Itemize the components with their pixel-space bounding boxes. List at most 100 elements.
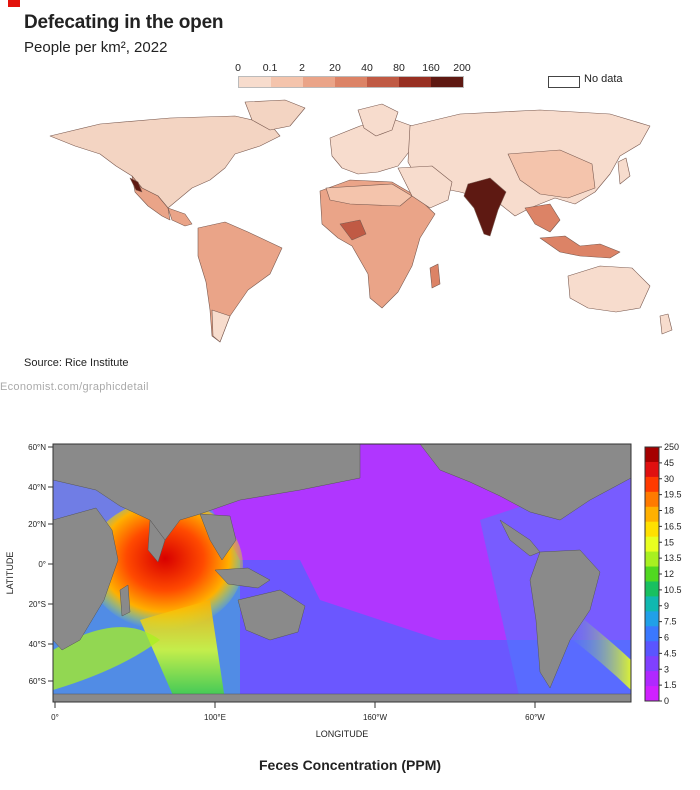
colorbar-label: 7.5 — [664, 617, 677, 627]
economist-red-tab — [8, 0, 20, 7]
agulhas-plume — [53, 627, 160, 690]
colorbar-label: 12 — [664, 569, 674, 579]
colorbar-segment — [645, 596, 659, 612]
legend-label: 40 — [361, 62, 373, 74]
south-america-shape — [197, 221, 283, 343]
colorbar-label: 250 — [664, 442, 679, 452]
colorbar-segment — [645, 611, 659, 627]
colorbar-label: 0 — [664, 696, 669, 706]
y-tick-label: 20°S — [29, 600, 46, 609]
colorbar-label: 6 — [664, 633, 669, 643]
indian-peninsula-land — [147, 519, 166, 563]
colorbar-segment — [645, 491, 659, 508]
colorbar-segment — [645, 447, 659, 463]
colorbar: 250 45 30 19.5 18 16.5 15 13.5 12 10.5 9 7.5 6 4.5 3 1.… — [644, 442, 682, 706]
indonesia-shape — [539, 235, 621, 259]
y-tick-label: 0° — [38, 560, 46, 569]
publisher-url: Economist.com/graphicdetail — [0, 381, 149, 393]
x-ticks: 0° 100°E 160°W 60°W — [51, 702, 545, 722]
scandinavia-shape — [357, 103, 399, 137]
colorbar-label: 15 — [664, 537, 674, 547]
nigeria-hotspot — [339, 219, 367, 241]
colorbar-segment — [645, 461, 659, 478]
antarctica-land — [52, 693, 632, 703]
new-zealand-shape — [659, 313, 673, 335]
colorbar-label: 16.5 — [664, 521, 682, 531]
colorbar-label: 9 — [664, 601, 669, 611]
colorbar-label: 13.5 — [664, 553, 682, 563]
madagascar-shape — [429, 263, 441, 289]
india-hotspot — [463, 177, 507, 237]
legend-swatch — [271, 77, 303, 87]
legend-label: 200 — [453, 62, 471, 74]
greenland-shape — [244, 99, 306, 131]
southward-plume — [140, 600, 225, 700]
southeast-asia-shape — [524, 203, 561, 233]
y-tick-label: 20°N — [28, 520, 46, 529]
colorbar-label: 18 — [664, 506, 674, 516]
australia-land — [237, 589, 306, 641]
x-tick-label: 60°W — [525, 713, 545, 722]
south-america-south — [211, 309, 231, 343]
y-axis-label: LATITUDE — [5, 552, 15, 595]
plot-frame — [52, 443, 632, 703]
y-tick-label: 40°N — [28, 483, 46, 492]
southeast-asia-land — [199, 513, 237, 561]
colorbar-segment — [645, 476, 659, 493]
indonesia-land — [214, 567, 271, 589]
legend-label: 80 — [393, 62, 405, 74]
no-data-label: No data — [584, 73, 623, 85]
colorbar-segment — [645, 536, 659, 553]
colorbar-label: 19.5 — [664, 490, 682, 500]
legend-label: 160 — [422, 62, 440, 74]
legend-swatch — [303, 77, 335, 87]
mexico-shape — [131, 175, 171, 221]
feces-concentration-map: 60°N 40°N 20°N 0° 20°S 40°S 60°S LATITUD… — [5, 442, 682, 739]
landmasses — [52, 443, 632, 703]
central-america-shape — [167, 207, 193, 227]
y-ticks: 60°N 40°N 20°N 0° 20°S 40°S 60°S — [28, 443, 53, 686]
colorbar-segment — [645, 641, 659, 657]
north-america-shape — [49, 115, 281, 209]
mexico-north-hotspot — [129, 177, 143, 193]
chart-title: Defecating in the open — [24, 12, 224, 33]
colorbar-segment — [645, 581, 659, 597]
legend-swatch — [431, 77, 463, 87]
south-america-land — [529, 549, 601, 689]
africa-shape — [319, 179, 436, 309]
x-tick-label: 0° — [51, 713, 59, 722]
x-axis-label: LONGITUDE — [316, 729, 369, 739]
legend-label: 20 — [329, 62, 341, 74]
legend-swatch — [239, 77, 271, 87]
eurasia-land — [52, 443, 361, 541]
colorbar-segment — [645, 686, 659, 702]
colorbar-segment — [645, 671, 659, 687]
china-shape — [507, 149, 596, 199]
colorbar-segment — [645, 656, 659, 672]
colorbar-segment — [645, 506, 659, 523]
madagascar-land — [119, 584, 131, 617]
legend-swatch — [399, 77, 431, 87]
legend-swatch — [335, 77, 367, 87]
no-data-swatch — [548, 76, 580, 88]
africa-land — [52, 507, 119, 651]
legend-color-scale — [238, 76, 464, 88]
world-density-map — [49, 99, 673, 343]
central-america-land — [499, 519, 541, 557]
sahara-region — [325, 183, 413, 207]
colorbar-label: 10.5 — [664, 585, 682, 595]
density-legend: 0 0.1 2 20 40 80 160 200 — [235, 62, 471, 92]
middle-east-shape — [397, 165, 453, 209]
colorbar-segment — [645, 566, 659, 582]
legend-swatch — [367, 77, 399, 87]
x-tick-label: 100°E — [204, 713, 226, 722]
y-tick-label: 60°S — [29, 677, 46, 686]
colorbar-label: 4.5 — [664, 648, 677, 658]
japan-shape — [617, 157, 631, 185]
colorbar-label: 3 — [664, 664, 669, 674]
legend-label: 0 — [235, 62, 241, 74]
colorbar-segment — [645, 626, 659, 642]
y-tick-label: 60°N — [28, 443, 46, 452]
source-note: Source: Rice Institute — [24, 357, 129, 369]
colorbar-label: 45 — [664, 458, 674, 468]
